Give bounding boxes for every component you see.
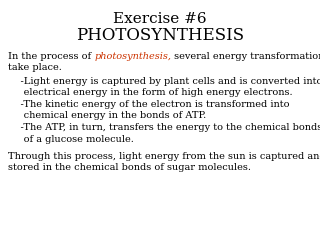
Text: In the process of: In the process of — [8, 52, 94, 61]
Text: electrical energy in the form of high energy electrons.: electrical energy in the form of high en… — [8, 88, 292, 97]
Text: of a glucose molecule.: of a glucose molecule. — [8, 134, 134, 144]
Text: PHOTOSYNTHESIS: PHOTOSYNTHESIS — [76, 27, 244, 44]
Text: several energy transformations: several energy transformations — [171, 52, 320, 61]
Text: -The kinetic energy of the electron is transformed into: -The kinetic energy of the electron is t… — [8, 100, 290, 109]
Text: -Light energy is captured by plant cells and is converted into: -Light energy is captured by plant cells… — [8, 77, 320, 86]
Text: chemical energy in the bonds of ATP.: chemical energy in the bonds of ATP. — [8, 111, 206, 120]
Text: take place.: take place. — [8, 63, 62, 72]
Text: Through this process, light energy from the sun is captured and: Through this process, light energy from … — [8, 152, 320, 161]
Text: photosynthesis,: photosynthesis, — [94, 52, 171, 61]
Text: stored in the chemical bonds of sugar molecules.: stored in the chemical bonds of sugar mo… — [8, 163, 251, 172]
Text: Exercise #6: Exercise #6 — [113, 12, 207, 26]
Text: -The ATP, in turn, transfers the energy to the chemical bonds: -The ATP, in turn, transfers the energy … — [8, 124, 320, 132]
